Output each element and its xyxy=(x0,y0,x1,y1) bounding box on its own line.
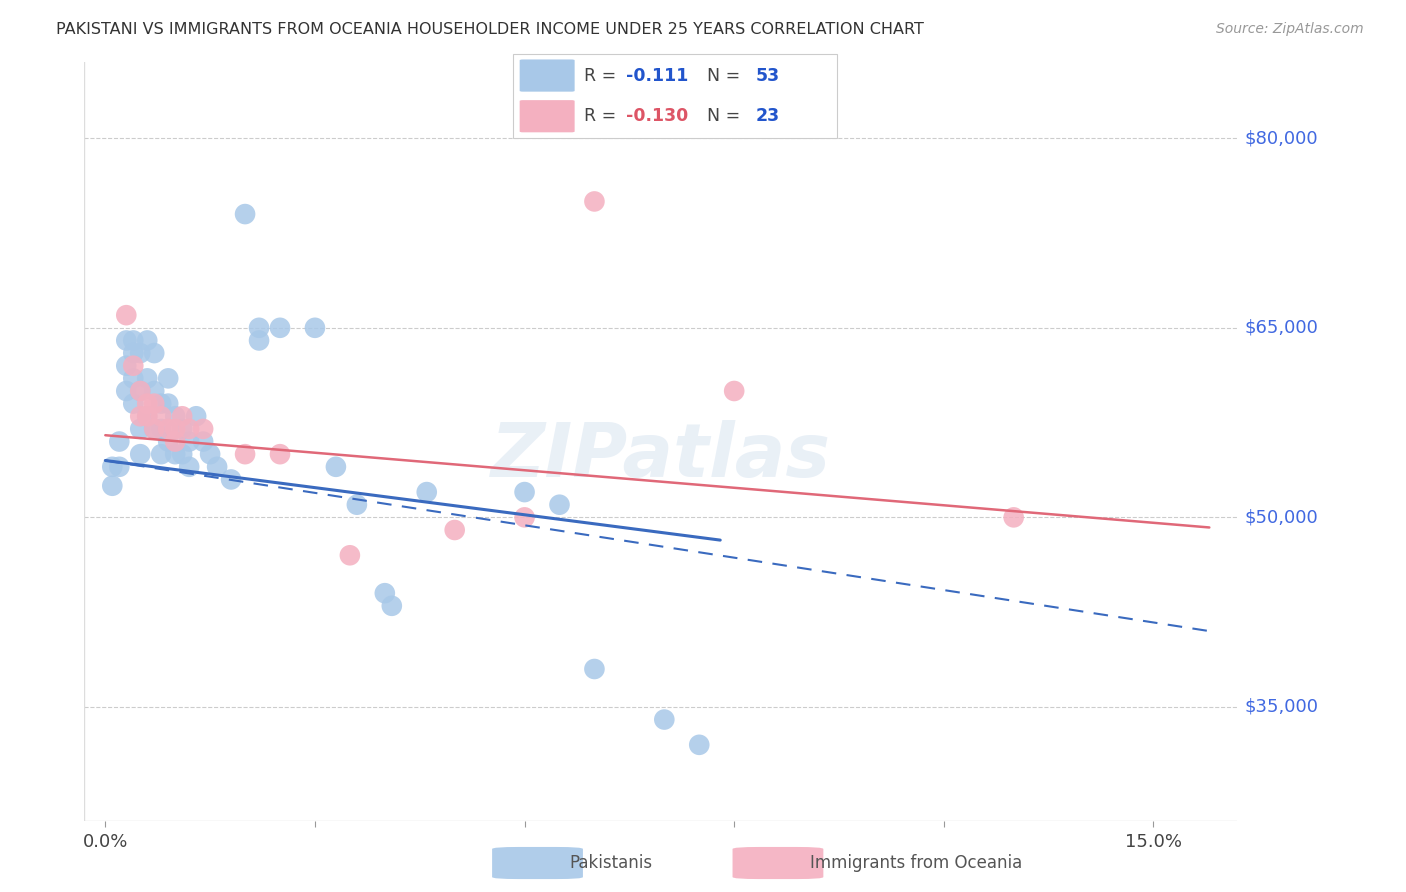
Point xyxy=(143,346,166,360)
Text: PAKISTANI VS IMMIGRANTS FROM OCEANIA HOUSEHOLDER INCOME UNDER 25 YEARS CORRELATI: PAKISTANI VS IMMIGRANTS FROM OCEANIA HOU… xyxy=(56,22,924,37)
Point xyxy=(115,359,138,373)
Point xyxy=(374,586,396,600)
Text: R =: R = xyxy=(585,67,621,85)
Text: R =: R = xyxy=(585,107,621,125)
Text: Pakistanis: Pakistanis xyxy=(569,854,652,872)
FancyBboxPatch shape xyxy=(520,60,575,92)
Point xyxy=(179,422,201,436)
Point xyxy=(115,308,138,322)
Point xyxy=(172,447,194,461)
Point xyxy=(129,409,152,424)
Point xyxy=(652,713,675,727)
Point xyxy=(548,498,571,512)
Point xyxy=(129,422,152,436)
Point xyxy=(136,409,159,424)
Text: $50,000: $50,000 xyxy=(1244,508,1317,526)
Point xyxy=(179,459,201,474)
Point xyxy=(165,422,187,436)
Point xyxy=(247,320,270,334)
Text: Source: ZipAtlas.com: Source: ZipAtlas.com xyxy=(1216,22,1364,37)
Text: -0.130: -0.130 xyxy=(626,107,689,125)
Text: N =: N = xyxy=(707,107,747,125)
Point xyxy=(688,738,710,752)
Point xyxy=(205,459,228,474)
Point xyxy=(101,479,124,493)
Point xyxy=(136,396,159,410)
Text: $80,000: $80,000 xyxy=(1244,129,1317,147)
Text: 53: 53 xyxy=(756,67,780,85)
Text: ZIPatlas: ZIPatlas xyxy=(491,420,831,493)
Point xyxy=(219,473,242,487)
FancyBboxPatch shape xyxy=(733,847,824,880)
Point xyxy=(143,422,166,436)
Point xyxy=(325,459,347,474)
Point xyxy=(346,498,368,512)
Point xyxy=(150,409,173,424)
FancyBboxPatch shape xyxy=(520,100,575,132)
Text: 23: 23 xyxy=(756,107,780,125)
Point xyxy=(115,334,138,348)
Point xyxy=(172,409,194,424)
Point xyxy=(247,334,270,348)
Point xyxy=(339,548,361,563)
Point xyxy=(269,320,291,334)
Point xyxy=(191,434,214,449)
Point xyxy=(416,485,439,500)
FancyBboxPatch shape xyxy=(513,54,837,138)
Point xyxy=(108,459,131,474)
Point xyxy=(513,485,536,500)
Point xyxy=(157,434,180,449)
Point xyxy=(143,396,166,410)
Point xyxy=(165,434,187,449)
Point xyxy=(129,346,152,360)
Text: N =: N = xyxy=(707,67,747,85)
Point xyxy=(304,320,326,334)
Point xyxy=(150,447,173,461)
Point xyxy=(150,422,173,436)
Point xyxy=(583,194,606,209)
Point xyxy=(165,409,187,424)
FancyBboxPatch shape xyxy=(492,847,583,880)
Point xyxy=(143,422,166,436)
Point xyxy=(1002,510,1025,524)
Point xyxy=(191,422,214,436)
Point xyxy=(101,459,124,474)
Point xyxy=(122,346,145,360)
Point xyxy=(129,384,152,398)
Point xyxy=(513,510,536,524)
Point xyxy=(122,371,145,385)
Point xyxy=(136,371,159,385)
Point xyxy=(723,384,745,398)
Point xyxy=(186,409,208,424)
Text: -0.111: -0.111 xyxy=(626,67,689,85)
Point xyxy=(143,384,166,398)
Point xyxy=(122,396,145,410)
Point xyxy=(122,334,145,348)
Point xyxy=(129,447,152,461)
Point xyxy=(150,396,173,410)
Point xyxy=(443,523,465,537)
Point xyxy=(165,447,187,461)
Text: $65,000: $65,000 xyxy=(1244,318,1319,337)
Point xyxy=(136,409,159,424)
Point xyxy=(233,207,256,221)
Point xyxy=(122,359,145,373)
Text: $35,000: $35,000 xyxy=(1244,698,1319,716)
Point xyxy=(115,384,138,398)
Point xyxy=(157,422,180,436)
Text: Immigrants from Oceania: Immigrants from Oceania xyxy=(810,854,1022,872)
Point xyxy=(108,434,131,449)
Point xyxy=(157,396,180,410)
Point xyxy=(233,447,256,461)
Point xyxy=(381,599,404,613)
Point xyxy=(129,384,152,398)
Point xyxy=(136,334,159,348)
Point xyxy=(179,434,201,449)
Y-axis label: Householder Income Under 25 years: Householder Income Under 25 years xyxy=(0,289,8,594)
Point xyxy=(198,447,221,461)
Point xyxy=(157,371,180,385)
Point xyxy=(583,662,606,676)
Point xyxy=(269,447,291,461)
Point xyxy=(172,422,194,436)
